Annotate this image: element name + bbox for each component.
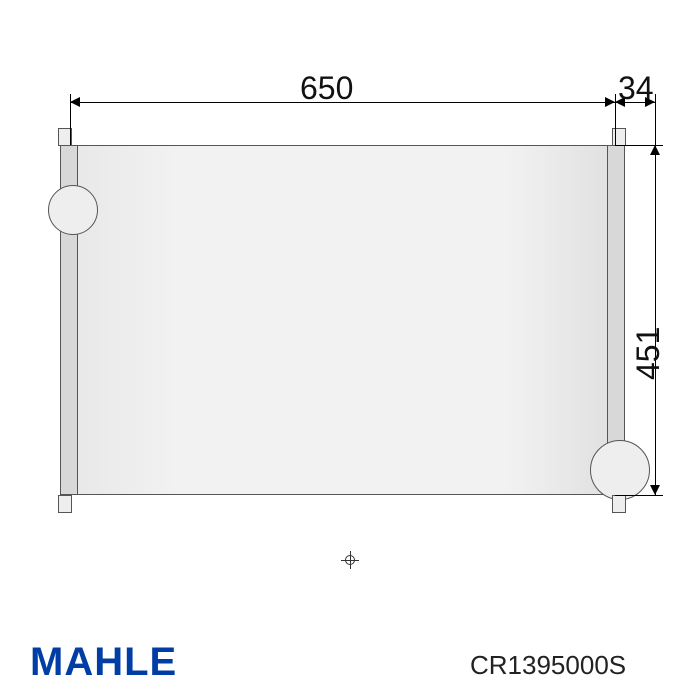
dim-width-arrow-left [70, 97, 80, 107]
port-bottom-right [590, 440, 650, 500]
mount-2 [58, 495, 72, 513]
port-top-left [48, 185, 98, 235]
dim-height-arrow-bot [650, 485, 660, 495]
dim-width-arrow-right [605, 97, 615, 107]
mount-3 [612, 495, 626, 513]
dim-depth-value: 34 [618, 70, 654, 107]
dim-depth-ext-right [655, 94, 656, 145]
part-number: CR1395000S [470, 650, 626, 681]
radiator-body [70, 145, 615, 495]
dim-height-value: 451 [630, 327, 667, 380]
drawing-stage: MAHLE 650 34 451 MAHLE CR1395000S [0, 0, 700, 700]
dim-height-line [655, 145, 656, 495]
dim-width-value: 650 [300, 70, 353, 107]
brand-logo-text: MAHLE [30, 640, 177, 685]
dim-height-ext-bot [615, 495, 663, 496]
dim-height-arrow-top [650, 145, 660, 155]
